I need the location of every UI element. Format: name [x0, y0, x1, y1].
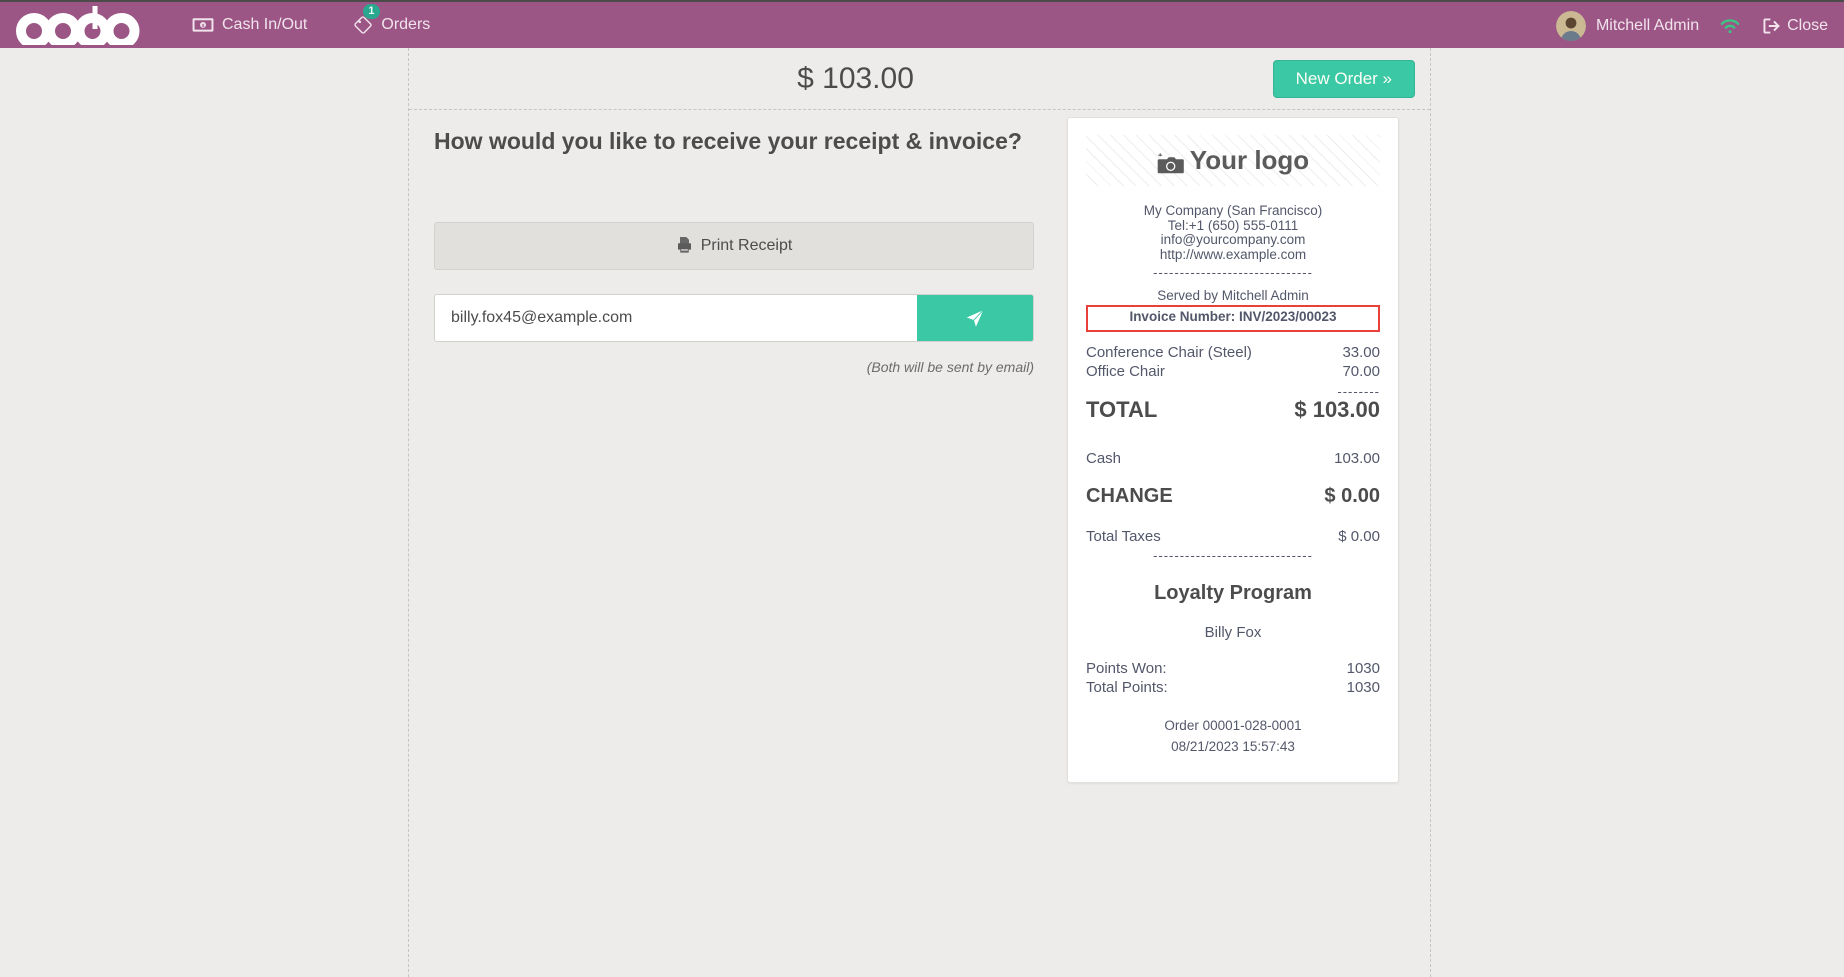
svg-text:$: $	[202, 23, 205, 28]
